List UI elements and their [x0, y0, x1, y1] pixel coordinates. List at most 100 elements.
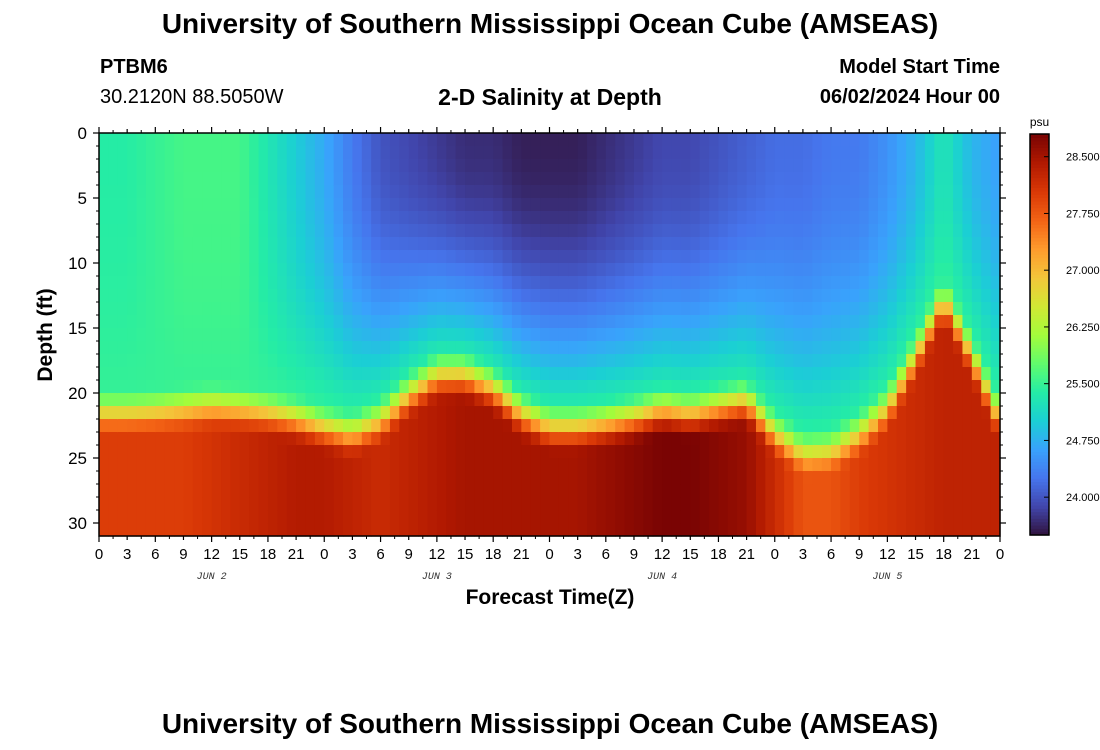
heatmap-cell — [924, 185, 935, 199]
heatmap-cell — [380, 380, 391, 394]
heatmap-cell — [230, 133, 241, 147]
heatmap-cell — [399, 380, 410, 394]
heatmap-cell — [671, 510, 682, 524]
heatmap-cell — [605, 328, 616, 342]
heatmap-cell — [361, 432, 372, 446]
colorbar-segment — [1030, 384, 1049, 389]
heatmap-cell — [568, 237, 579, 251]
heatmap-cell — [802, 146, 813, 160]
heatmap-cell — [605, 172, 616, 186]
heatmap-cell — [249, 328, 260, 342]
y-tick-label: 10 — [68, 254, 87, 273]
heatmap-cell — [521, 367, 532, 381]
heatmap-cell — [399, 367, 410, 381]
heatmap-cell — [953, 380, 964, 394]
heatmap-cell — [249, 198, 260, 212]
heatmap-cell — [305, 237, 316, 251]
heatmap-cell — [765, 471, 776, 485]
heatmap-cell — [436, 341, 447, 355]
heatmap-cell — [483, 523, 494, 537]
heatmap-cell — [840, 302, 851, 316]
heatmap-cell — [389, 484, 400, 498]
heatmap-cell — [343, 458, 354, 472]
heatmap-cell — [896, 523, 907, 537]
heatmap-cell — [746, 302, 757, 316]
heatmap-cell — [718, 263, 729, 277]
heatmap-cell — [117, 302, 128, 316]
heatmap-cell — [446, 289, 457, 303]
heatmap-cell — [981, 289, 992, 303]
heatmap-cell — [802, 237, 813, 251]
heatmap-cell — [859, 419, 870, 433]
station-coordinates: 30.2120N 88.5050W — [100, 86, 284, 108]
heatmap-cell — [615, 484, 626, 498]
heatmap-cell — [896, 471, 907, 485]
heatmap-cell — [286, 380, 297, 394]
heatmap-cell — [558, 172, 569, 186]
heatmap-cell — [249, 172, 260, 186]
heatmap-cell — [446, 250, 457, 264]
heatmap-cell — [934, 263, 945, 277]
heatmap-cell — [455, 133, 466, 147]
heatmap-cell — [493, 445, 504, 459]
heatmap-cell — [755, 263, 766, 277]
heatmap-cell — [389, 289, 400, 303]
heatmap-cell — [549, 185, 560, 199]
heatmap-cell — [577, 484, 588, 498]
heatmap-cell — [540, 211, 551, 225]
heatmap-cell — [558, 289, 569, 303]
heatmap-cell — [455, 432, 466, 446]
heatmap-cell — [483, 185, 494, 199]
heatmap-cell — [389, 354, 400, 368]
heatmap-cell — [399, 458, 410, 472]
heatmap-cell — [784, 354, 795, 368]
heatmap-cell — [286, 328, 297, 342]
heatmap-cell — [418, 224, 429, 238]
heatmap-cell — [99, 341, 109, 355]
heatmap-cell — [868, 133, 879, 147]
heatmap-cell — [737, 159, 748, 173]
heatmap-cell — [371, 263, 382, 277]
heatmap-cell — [746, 406, 757, 420]
heatmap-cell — [530, 133, 541, 147]
heatmap-cell — [136, 445, 147, 459]
colorbar-segment — [1030, 464, 1049, 469]
heatmap-cell — [709, 172, 720, 186]
heatmap-cell — [202, 146, 213, 160]
x-tick-label: 3 — [799, 546, 807, 563]
heatmap-cell — [718, 133, 729, 147]
heatmap-cell — [361, 354, 372, 368]
heatmap-cell — [296, 328, 307, 342]
heatmap-cell — [352, 172, 363, 186]
heatmap-cell — [784, 146, 795, 160]
heatmap-cell — [343, 510, 354, 524]
heatmap-cell — [136, 263, 147, 277]
heatmap-cell — [915, 159, 926, 173]
heatmap-cell — [540, 146, 551, 160]
colorbar-segment — [1030, 394, 1049, 399]
heatmap-cell — [371, 328, 382, 342]
heatmap-cell — [399, 328, 410, 342]
heatmap-cell — [605, 250, 616, 264]
heatmap-cell — [755, 146, 766, 160]
heatmap-cell — [314, 406, 325, 420]
heatmap-cell — [286, 276, 297, 290]
heatmap-cell — [934, 146, 945, 160]
heatmap-cell — [380, 237, 391, 251]
heatmap-cell — [436, 159, 447, 173]
heatmap-cell — [549, 328, 560, 342]
heatmap-cell — [221, 341, 231, 355]
heatmap-cell — [549, 497, 560, 511]
heatmap-cell — [624, 185, 635, 199]
heatmap-cell — [333, 354, 344, 368]
heatmap-cell — [183, 250, 194, 264]
heatmap-cell — [558, 302, 569, 316]
heatmap-cell — [934, 510, 945, 524]
heatmap-cell — [774, 198, 785, 212]
heatmap-cell — [981, 237, 992, 251]
heatmap-cell — [267, 224, 278, 238]
heatmap-cell — [117, 341, 128, 355]
heatmap-cell — [643, 263, 654, 277]
heatmap-cell — [662, 159, 673, 173]
heatmap-cell — [380, 432, 391, 446]
